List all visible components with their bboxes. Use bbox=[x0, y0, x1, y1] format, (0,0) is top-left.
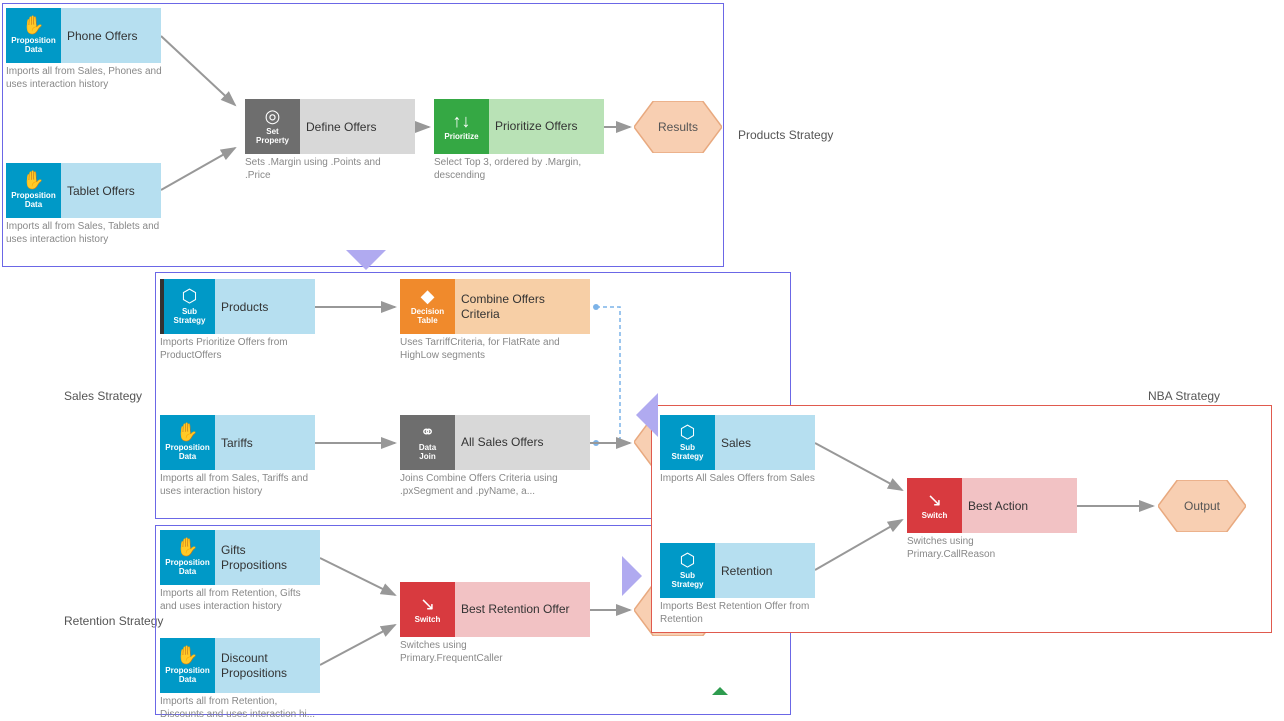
node-desc-products: Imports Prioritize Offers from ProductOf… bbox=[160, 337, 315, 362]
node-desc-defineOffers: Sets .Margin using .Points and .Price bbox=[245, 157, 405, 182]
substrategy-icon: ⬡SubStrategy bbox=[660, 415, 715, 470]
node-title: Best Action bbox=[962, 478, 1077, 533]
node-sales[interactable]: ⬡SubStrategySales bbox=[660, 415, 815, 470]
node-tabletOffers[interactable]: ✋PropositionDataTablet Offers bbox=[6, 163, 161, 218]
marker-2 bbox=[622, 556, 642, 596]
node-desc-phoneOffers: Imports all from Sales, Phones and uses … bbox=[6, 66, 164, 91]
node-gifts[interactable]: ✋PropositionDataGifts Propositions bbox=[160, 530, 320, 585]
node-title: Prioritize Offers bbox=[489, 99, 604, 154]
node-desc-gifts: Imports all from Retention, Gifts and us… bbox=[160, 588, 320, 613]
proposition-icon: ✋PropositionData bbox=[6, 8, 61, 63]
node-retention[interactable]: ⬡SubStrategyRetention bbox=[660, 543, 815, 598]
marker-0 bbox=[346, 250, 386, 270]
node-phoneOffers[interactable]: ✋PropositionDataPhone Offers bbox=[6, 8, 161, 63]
node-products[interactable]: ⬡SubStrategyProducts bbox=[160, 279, 315, 334]
proposition-icon: ✋PropositionData bbox=[160, 530, 215, 585]
node-desc-prioritize: Select Top 3, ordered by .Margin, descen… bbox=[434, 157, 604, 182]
node-defineOffers[interactable]: ◎SetPropertyDefine Offers bbox=[245, 99, 415, 154]
node-desc-sales: Imports All Sales Offers from Sales bbox=[660, 473, 815, 486]
node-desc-tabletOffers: Imports all from Sales, Tablets and uses… bbox=[6, 221, 164, 246]
hex-results: Results bbox=[634, 101, 722, 153]
node-desc-allSales: Joins Combine Offers Criteria using .pxS… bbox=[400, 473, 588, 498]
node-title: Gifts Propositions bbox=[215, 530, 320, 585]
node-allSales[interactable]: ⚭DataJoinAll Sales Offers bbox=[400, 415, 590, 470]
datajoin-icon: ⚭DataJoin bbox=[400, 415, 455, 470]
node-combine[interactable]: ◆DecisionTableCombine Offers Criteria bbox=[400, 279, 590, 334]
proposition-icon: ✋PropositionData bbox=[160, 638, 215, 693]
substrategy-icon: ⬡SubStrategy bbox=[160, 279, 215, 334]
diagram-canvas: Products Strategy Sales Strategy Retention… bbox=[0, 0, 1284, 719]
node-title: Products bbox=[215, 279, 315, 334]
switch-icon: ↘Switch bbox=[907, 478, 962, 533]
node-title: All Sales Offers bbox=[455, 415, 590, 470]
region-label-nba: NBA Strategy bbox=[1148, 389, 1220, 403]
switch-icon: ↘Switch bbox=[400, 582, 455, 637]
proposition-icon: ✋PropositionData bbox=[160, 415, 215, 470]
node-tariffs[interactable]: ✋PropositionDataTariffs bbox=[160, 415, 315, 470]
marker-1 bbox=[636, 393, 658, 437]
node-bestRet[interactable]: ↘SwitchBest Retention Offer bbox=[400, 582, 590, 637]
decision-icon: ◆DecisionTable bbox=[400, 279, 455, 334]
marker-3 bbox=[712, 687, 728, 695]
node-title: Retention bbox=[715, 543, 815, 598]
node-desc-bestAction: Switches using Primary.CallReason bbox=[907, 536, 1062, 561]
hex-label-output: Output bbox=[1158, 480, 1246, 532]
node-title: Tablet Offers bbox=[61, 163, 161, 218]
substrategy-icon: ⬡SubStrategy bbox=[660, 543, 715, 598]
node-title: Combine Offers Criteria bbox=[455, 279, 590, 334]
node-prioritize[interactable]: ↑↓PrioritizePrioritize Offers bbox=[434, 99, 604, 154]
node-discounts[interactable]: ✋PropositionDataDiscount Propositions bbox=[160, 638, 320, 693]
node-title: Discount Propositions bbox=[215, 638, 320, 693]
region-label-sales: Sales Strategy bbox=[64, 389, 142, 403]
node-bestAction[interactable]: ↘SwitchBest Action bbox=[907, 478, 1077, 533]
node-desc-retention: Imports Best Retention Offer from Retent… bbox=[660, 601, 815, 626]
region-label-products: Products Strategy bbox=[738, 128, 833, 142]
node-title: Sales bbox=[715, 415, 815, 470]
setprop-icon: ◎SetProperty bbox=[245, 99, 300, 154]
node-title: Tariffs bbox=[215, 415, 315, 470]
node-desc-tariffs: Imports all from Sales, Tariffs and uses… bbox=[160, 473, 315, 498]
node-title: Phone Offers bbox=[61, 8, 161, 63]
node-desc-bestRet: Switches using Primary.FrequentCaller bbox=[400, 640, 565, 665]
prioritize-icon: ↑↓Prioritize bbox=[434, 99, 489, 154]
region-label-retention: Retention Strategy bbox=[64, 614, 163, 628]
hex-output: Output bbox=[1158, 480, 1246, 532]
node-title: Best Retention Offer bbox=[455, 582, 590, 637]
node-desc-combine: Uses TarriffCriteria, for FlatRate and H… bbox=[400, 337, 580, 362]
proposition-icon: ✋PropositionData bbox=[6, 163, 61, 218]
hex-label-results: Results bbox=[634, 101, 722, 153]
node-title: Define Offers bbox=[300, 99, 415, 154]
node-desc-discounts: Imports all from Retention, Discounts an… bbox=[160, 696, 320, 721]
